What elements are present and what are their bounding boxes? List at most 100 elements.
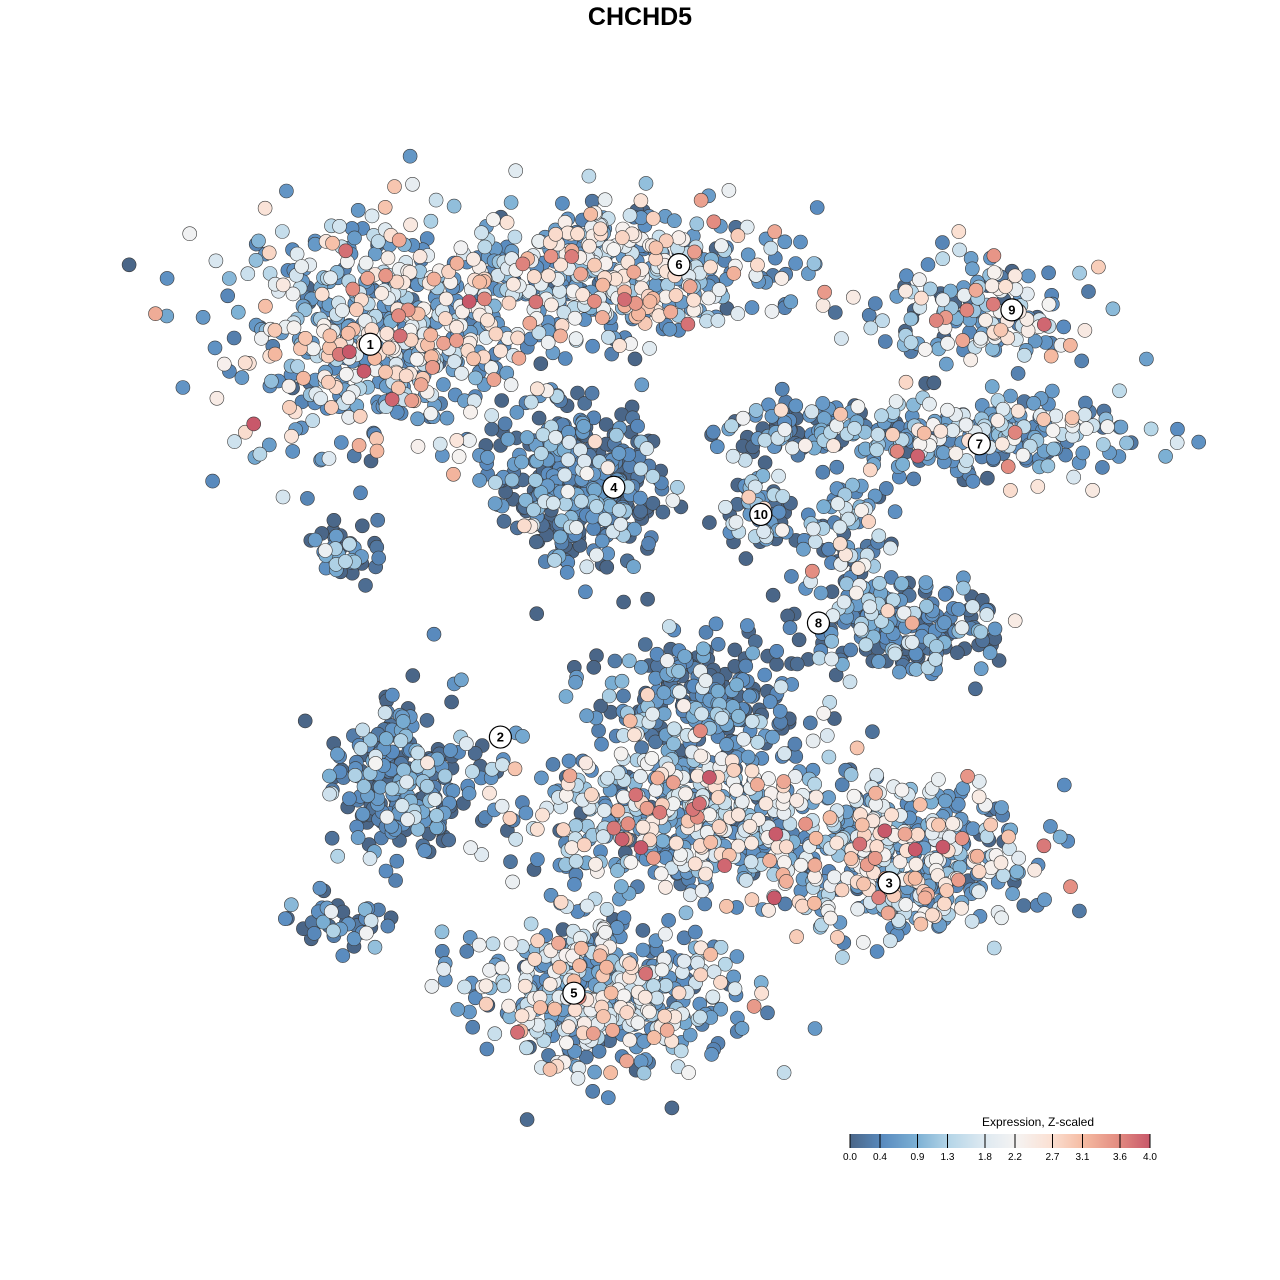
data-point [849,740,865,756]
data-point [545,757,561,772]
data-point [598,417,614,432]
data-point [567,1002,583,1018]
data-point [926,375,942,391]
data-point [937,586,953,602]
data-point [764,304,780,319]
data-point [323,270,338,286]
data-point [535,807,550,823]
data-point [994,800,1009,815]
data-point [360,270,375,286]
data-point [332,219,347,234]
data-point [429,808,444,823]
data-point [796,541,811,557]
data-point [854,817,870,833]
data-point [479,1041,495,1057]
data-point [503,936,519,951]
data-point [533,356,549,372]
data-point [358,578,373,593]
data-point [505,874,520,890]
data-point [1011,850,1027,866]
data-point [830,496,846,512]
data-point [785,440,800,456]
data-point [746,999,762,1014]
data-point [787,736,803,752]
data-point [694,883,710,899]
data-point [824,633,840,649]
data-point [398,368,414,384]
data-point [929,639,944,654]
data-point [314,286,330,302]
data-point [665,775,681,790]
data-point [639,800,655,816]
data-point [384,687,400,703]
data-point [987,621,1003,637]
legend-tick-label: 3.1 [1076,1152,1090,1163]
data-point [603,985,619,1001]
data-point [352,408,368,424]
data-point [599,559,615,575]
data-point [750,257,765,273]
data-point [279,183,294,199]
data-point [437,768,453,784]
data-point [1075,445,1091,461]
data-point [829,835,845,851]
data-point [993,322,1009,338]
data-point [777,234,793,250]
data-point [702,770,717,785]
data-point [432,436,448,452]
data-point [951,601,966,617]
data-point [678,905,694,921]
data-point [945,816,961,831]
data-point [606,242,622,257]
data-point [807,534,823,550]
data-point [682,1027,698,1043]
data-point [499,215,515,230]
data-point [662,321,678,337]
data-point [597,512,613,527]
data-point [738,872,754,888]
data-point [427,792,443,807]
data-point [646,978,661,994]
data-point [510,330,526,346]
data-point [1005,886,1020,902]
data-point [472,274,487,290]
data-point [394,798,410,813]
data-point [1085,482,1100,498]
data-point [605,1023,620,1038]
data-point [633,769,648,784]
data-point [642,341,657,356]
data-point [798,816,813,832]
data-point [990,413,1006,428]
data-point [777,422,793,437]
data-point [511,350,527,366]
data-point [789,656,805,672]
cluster-label-1: 1 [358,332,382,356]
data-point [907,842,923,857]
data-point [548,227,564,242]
data-point [436,335,451,351]
data-point [917,342,933,357]
data-point [594,533,610,549]
data-point [461,294,477,309]
data-point [727,981,743,997]
data-point [436,377,451,392]
data-point [633,503,648,519]
data-point [613,746,629,762]
data-point [1007,268,1023,284]
data-point [595,277,611,293]
data-point [1000,459,1016,474]
data-point [195,309,211,325]
data-point [937,896,952,912]
data-point [640,591,655,607]
data-point [420,755,435,771]
data-point [568,853,584,869]
data-point [731,708,746,724]
data-point [426,626,442,642]
data-point [721,183,737,198]
legend-colorbar [850,1134,1150,1148]
data-point [597,192,613,207]
data-point [971,864,987,879]
data-point [1077,407,1093,423]
data-point [637,637,653,652]
cluster-label-10: 10 [749,502,773,527]
